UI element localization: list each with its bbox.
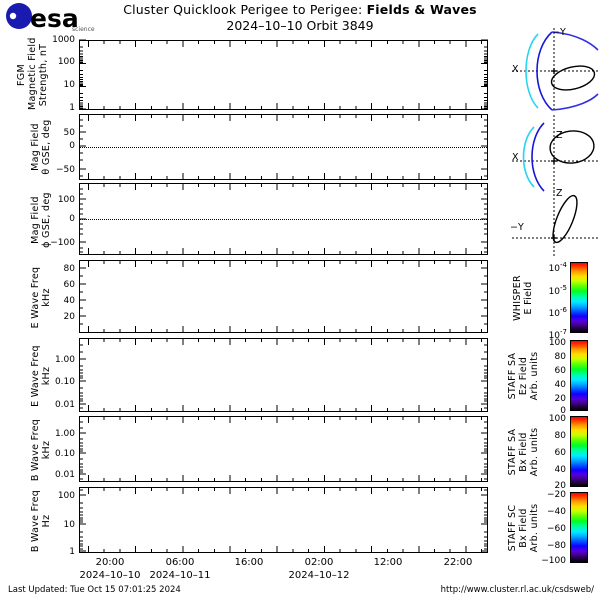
xtick-label-6: 22:00 [443,557,473,568]
colorbar-4-tick-2: −40 [547,507,566,517]
xtick-date-2: 2024–10–11 [149,570,211,581]
panel-4-ticks [79,267,488,325]
panel-5-ytick-0p01: 0.01 [54,400,75,410]
orbit-xz-axis-h: X [512,152,519,163]
xtick-label-1: 20:00 [95,557,125,568]
colorbar-4-tick-4: −80 [547,541,566,551]
colorbar-2-tick-4: 40 [554,380,566,390]
colorbar-staff-sa-bx-field [570,416,588,487]
panel-4-ytick-60: 60 [63,280,75,290]
xtick-label-3: 16:00 [234,557,264,568]
panel-7-ytick-100: 100 [57,491,75,501]
panel-4-ytick-40: 40 [63,296,75,306]
x-axis-ticks [87,40,483,553]
colorbar-staff-sa-ez-field [570,340,588,411]
panel-2-ticks [79,119,488,177]
esa-logo: esa science [4,2,96,33]
svg-text:esa: esa [30,4,79,32]
panel-5-ticks [79,344,488,409]
panel-4-ytick-20: 20 [63,312,75,322]
panel-4-ytick-80: 80 [63,264,75,274]
colorbar-3-tick-3: 60 [554,448,566,458]
panel-5-ytick-0p10: 0.10 [54,377,75,387]
colorbar-1-tick-2: 10-5 [548,284,567,297]
panel-3-ytick-0: 0 [69,214,75,224]
panel-mag-field-phi [79,183,488,255]
page-title: Cluster Quicklook Perigee to Perigee: Fi… [90,2,510,33]
panel-1-ticks [79,39,488,110]
xtick-label-5: 12:00 [373,557,403,568]
panel-1-ytick-1: 1 [69,103,75,113]
colorbar-4-title-line-1: STAFF SC [507,504,518,552]
panel-3-ytick-100: 100 [57,195,75,205]
colorbar-4-tick-1: −20 [547,490,566,500]
colorbar-3-tick-5: 20 [554,481,566,491]
panel-7-ytick-10: 10 [63,520,75,530]
panel-2-ytick-50: 50 [63,128,75,138]
panel-3-ticks [79,188,488,253]
colorbar-1-tick-4: 10-7 [548,328,567,341]
panel-1-ytick-1000: 1000 [52,35,75,45]
colorbar-1-tick-3: 10-6 [548,306,567,319]
panel-3-zero-line [80,219,487,220]
colorbar-2-tick-3: 60 [554,366,566,376]
panel-2-ytick-m50: −50 [56,165,75,175]
panel-1-ytick-100: 100 [57,57,75,67]
orbit-xy-axis-v: −Y [552,27,566,38]
xtick-label-2: 06:00 [165,557,195,568]
colorbar-2-title-line-2: Ez Field [518,356,529,396]
footer-last-updated: Last Updated: Tue Oct 15 07:01:25 2024 [8,585,181,595]
panel-6-ytick-0p10: 0.10 [54,449,75,459]
colorbar-2-tick-5: 20 [554,394,566,404]
panel-fgm-magnetic-field-strength [79,40,488,110]
colorbar-staff-sc-bx-field [570,492,588,563]
panel-b-wave-freq-staff-sc [79,487,488,553]
colorbar-3-tick-1: 100 [548,414,566,424]
panel-6-ytick-0p01: 0.01 [54,470,75,480]
orbit-plot-yz [512,190,598,256]
colorbar-3-title-line-2: Bx Field [518,432,529,472]
panel-2-ytick-0: 0 [69,141,75,151]
orbit-yz-axis-v: Z [556,188,563,199]
panel-6-ticks [79,421,488,480]
orbit-plot-xz [512,115,598,193]
colorbar-2-tick-2: 80 [554,352,566,362]
panel-7-ticks [79,489,488,552]
orbit-plot-xy [512,28,599,111]
panel-mag-field-theta [79,114,488,180]
colorbar-3-tick-4: 40 [554,465,566,475]
colorbar-1-tick-1: 10-4 [548,261,567,274]
orbit-yz-axis-h: −Y [510,222,524,233]
title-main-bold: Fields & Waves [366,2,477,17]
colorbar-3-title-line-1: STAFF SA [507,428,518,476]
colorbar-2-tick-1: 100 [548,338,566,348]
colorbar-4-tick-3: −60 [547,524,566,534]
panel-1-ytick-10: 10 [63,80,75,90]
panel-e-wave-freq-whisper [79,260,488,333]
orbit-xy-axis-h: X [512,64,519,75]
colorbar-2-tick-6: 0 [560,406,566,416]
panel-7-ytick-1: 1 [69,547,75,557]
xtick-label-4: 02:00 [304,557,334,568]
panel-3-ytick-m100: −100 [50,238,75,248]
colorbar-3-tick-2: 80 [554,431,566,441]
colorbar-4-tick-5: −100 [541,556,566,566]
panel-6-ytick-1p00: 1.00 [54,429,75,439]
title-subtitle: 2024–10–10 Orbit 3849 [226,18,374,33]
colorbar-1-title-line-1: WHISPER [512,275,523,321]
colorbar-2-title-line-1: STAFF SA [507,352,518,400]
panel-e-wave-freq-staff-ez [79,338,488,412]
xtick-date-1: 2024–10–10 [79,570,141,581]
footer-url[interactable]: http://www.cluster.rl.ac.uk/csdsweb/ [440,585,594,595]
panel-b-wave-freq-staff-bx [79,416,488,482]
xtick-date-4: 2024–10–12 [288,570,350,581]
orbit-xz-axis-v: Z [556,130,563,141]
esa-logo-sublabel: science [72,26,95,32]
panel-5-ytick-1p00: 1.00 [54,355,75,365]
panel-2-zero-line [80,147,487,148]
title-main-plain: Cluster Quicklook Perigee to Perigee: [123,2,367,17]
colorbar-whisper-e-field [570,262,588,333]
